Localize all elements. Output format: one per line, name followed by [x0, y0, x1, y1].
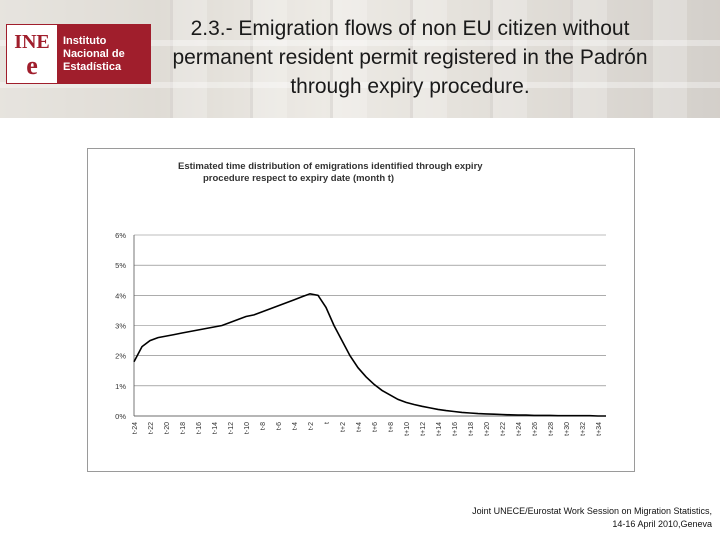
y-tick-label: 2% — [115, 352, 126, 361]
x-tick-label: t-10 — [244, 422, 251, 434]
x-tick-label: t+34 — [596, 422, 603, 436]
x-tick-label: t-12 — [228, 422, 235, 434]
logo-mark-bottom: e — [26, 51, 38, 80]
x-tick-label: t-16 — [196, 422, 203, 434]
header-banner — [0, 0, 720, 118]
x-tick-label: t+8 — [388, 422, 395, 432]
x-tick-label: t+12 — [420, 422, 427, 436]
x-tick-label: t-4 — [292, 422, 299, 430]
x-tick-label: t+16 — [452, 422, 459, 436]
x-tick-label: t-22 — [148, 422, 155, 434]
x-tick-label: t+32 — [580, 422, 587, 436]
x-tick-label: t+30 — [564, 422, 571, 436]
x-tick-label: t-2 — [308, 422, 315, 430]
ine-logo: INE e Instituto Nacional de Estadística — [6, 24, 151, 84]
ine-logo-mark: INE e — [7, 25, 57, 83]
x-tick-label: t — [324, 422, 331, 424]
x-tick-label: t+24 — [516, 422, 523, 436]
logo-name: Instituto Nacional de Estadística — [57, 25, 150, 83]
x-tick-label: t+4 — [356, 422, 363, 432]
logo-line-1: Instituto — [63, 34, 107, 47]
footer-line-1: Joint UNECE/Eurostat Work Session on Mig… — [472, 506, 712, 516]
chart-title: Estimated time distribution of emigratio… — [178, 161, 483, 184]
x-tick-label: t+22 — [500, 422, 507, 436]
x-tick-label: t-18 — [180, 422, 187, 434]
slide-title: 2.3.- Emigration flows of non EU citizen… — [172, 17, 648, 98]
logo-line-2: Nacional de — [63, 47, 125, 60]
x-tick-label: t+26 — [532, 422, 539, 436]
footer: Joint UNECE/Eurostat Work Session on Mig… — [332, 505, 712, 531]
x-tick-label: t+20 — [484, 422, 491, 436]
logo-line-3: Estadística — [63, 60, 122, 73]
y-tick-label: 5% — [115, 261, 126, 270]
x-tick-label: t+28 — [548, 422, 555, 436]
y-tick-label: 0% — [115, 412, 126, 421]
chart-svg: Estimated time distribution of emigratio… — [115, 161, 606, 436]
x-tick-label: t-6 — [276, 422, 283, 430]
x-tick-label: t+14 — [436, 422, 443, 436]
x-tick-label: t-14 — [212, 422, 219, 434]
x-tick-label: t+18 — [468, 422, 475, 436]
y-tick-label: 4% — [115, 291, 126, 300]
footer-line-2: 14-16 April 2010,Geneva — [612, 519, 712, 529]
y-tick-label: 6% — [115, 231, 126, 240]
x-tick-label: t-24 — [132, 422, 139, 434]
series-line — [133, 292, 606, 417]
x-tick-label: t+6 — [372, 422, 379, 432]
y-tick-label: 3% — [115, 322, 126, 331]
y-tick-label: 1% — [115, 382, 126, 391]
x-tick-label: t+2 — [340, 422, 347, 432]
x-tick-label: t-20 — [164, 422, 171, 434]
x-tick-label: t+10 — [404, 422, 411, 436]
chart-area: Estimated time distribution of emigratio… — [87, 148, 635, 472]
x-tick-label: t-8 — [260, 422, 267, 430]
logo-mark-top: INE — [14, 31, 50, 53]
